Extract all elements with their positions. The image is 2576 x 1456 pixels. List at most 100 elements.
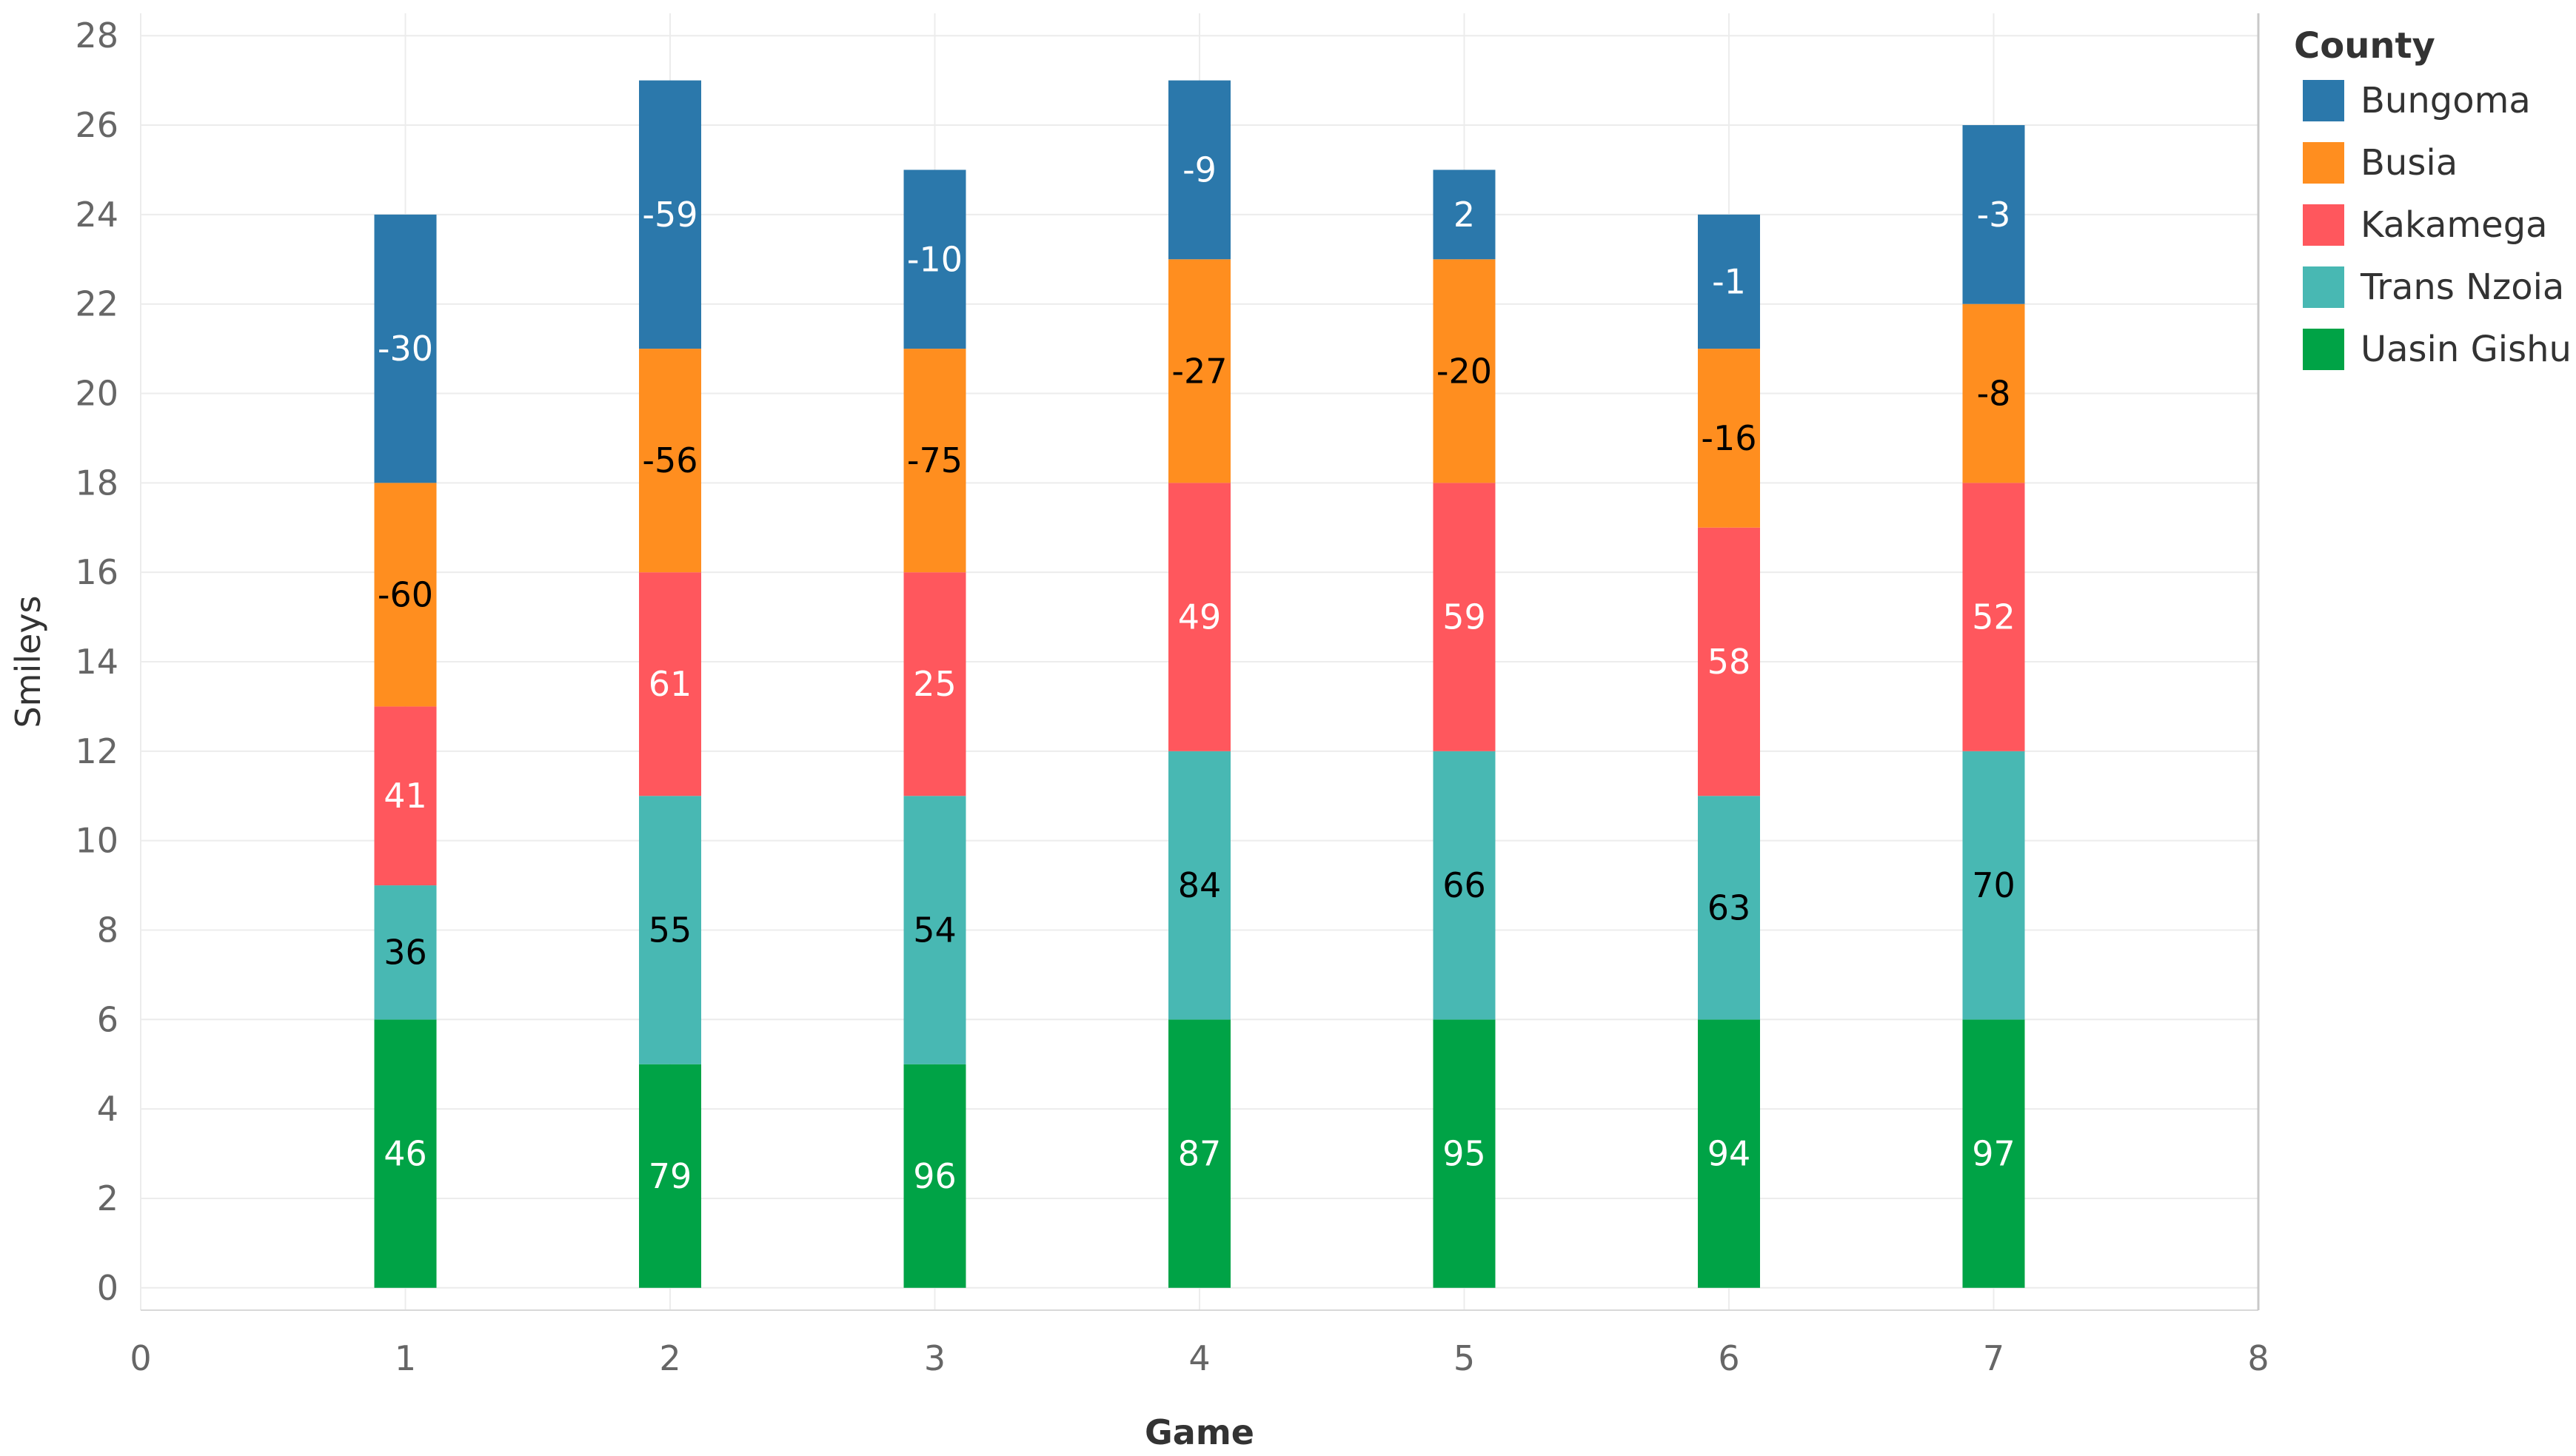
x-tick-label: 7 [1983, 1338, 2004, 1378]
data-label: 79 [649, 1156, 692, 1196]
data-label: 55 [649, 910, 692, 950]
data-label: 36 [384, 933, 427, 973]
y-tick-label: 22 [75, 284, 118, 324]
bar-segment [1168, 483, 1231, 751]
data-label: -75 [907, 440, 963, 480]
bar-segment [639, 349, 701, 573]
legend-label: Trans Nzoia [2360, 266, 2564, 308]
bar-segment [1433, 483, 1496, 751]
x-tick-label: 6 [1718, 1338, 1739, 1378]
legend-swatch [2303, 142, 2344, 184]
y-tick-label: 16 [75, 552, 118, 592]
y-tick-label: 14 [75, 642, 118, 682]
bar-segment [639, 572, 701, 796]
legend-swatch [2303, 329, 2344, 370]
data-label: -60 [378, 574, 433, 614]
bar-segment [903, 170, 966, 349]
x-axis-title: Game [1145, 1412, 1254, 1452]
data-label: -8 [1977, 374, 2011, 414]
bar-segment [1962, 751, 2025, 1020]
legend-label: Kakamega [2361, 204, 2548, 246]
x-tick-label: 5 [1453, 1338, 1475, 1378]
bar-segment [1698, 1019, 1760, 1288]
bar-segment [1433, 751, 1496, 1020]
data-label: -9 [1182, 150, 1217, 189]
bar-segment [639, 1064, 701, 1288]
data-label: 96 [913, 1156, 957, 1196]
bar-segment [1698, 796, 1760, 1020]
data-label: -27 [1171, 351, 1227, 391]
x-tick-label: 2 [659, 1338, 680, 1378]
y-tick-label: 28 [75, 16, 118, 56]
y-tick-label: 2 [97, 1178, 118, 1218]
bar-segment [1962, 125, 2025, 304]
bar-segment [639, 80, 701, 349]
y-tick-label: 4 [97, 1089, 118, 1129]
data-label: 52 [1972, 597, 2015, 637]
data-label: 59 [1442, 597, 1486, 637]
data-label: -20 [1436, 351, 1492, 391]
bar-segment [903, 572, 966, 796]
data-label: 95 [1442, 1134, 1486, 1174]
data-label: -1 [1712, 261, 1746, 301]
data-label: 54 [913, 910, 957, 950]
data-label: -56 [642, 440, 697, 480]
bar-segment [1433, 259, 1496, 483]
data-label: -10 [907, 239, 963, 279]
x-tick-label: 0 [130, 1338, 151, 1378]
data-label: -59 [642, 195, 697, 235]
x-tick-label: 3 [924, 1338, 946, 1378]
bar-segment [903, 349, 966, 573]
y-axis-title: Smileys [8, 595, 48, 728]
data-label: 70 [1972, 865, 2015, 905]
bar-segment [1698, 349, 1760, 528]
bar-segment [1698, 214, 1760, 349]
data-label: 84 [1178, 865, 1222, 905]
legend-title: County [2294, 25, 2435, 67]
legend-label: Busia [2361, 142, 2458, 184]
bar-segment [374, 214, 437, 483]
data-label: 58 [1707, 642, 1751, 682]
data-label: 66 [1442, 865, 1486, 905]
bar-segment [374, 1019, 437, 1288]
bar-segment [1168, 259, 1231, 483]
y-tick-label: 0 [97, 1268, 118, 1308]
bar-segment [1962, 303, 2025, 483]
data-label: 63 [1707, 888, 1751, 927]
data-label: 94 [1707, 1134, 1751, 1174]
y-tick-label: 26 [75, 105, 118, 145]
bar-segment [903, 796, 966, 1064]
bars-layer [374, 80, 2025, 1288]
data-label: 49 [1178, 597, 1222, 637]
y-tick-label: 24 [75, 195, 118, 235]
bar-segment [1168, 1019, 1231, 1288]
bar-segment [374, 483, 437, 707]
bar-segment [1168, 80, 1231, 260]
y-tick-label: 6 [97, 999, 118, 1039]
legend-swatch [2303, 266, 2344, 308]
bar-segment [374, 885, 437, 1020]
x-tick-label: 4 [1188, 1338, 1210, 1378]
x-tick-label: 8 [2247, 1338, 2269, 1378]
bar-segment [374, 706, 437, 886]
y-tick-label: 20 [75, 374, 118, 414]
data-label: 41 [384, 776, 427, 816]
data-label: 87 [1178, 1134, 1222, 1174]
data-label: 61 [649, 664, 692, 704]
bar-segment [903, 1064, 966, 1288]
y-tick-label: 12 [75, 731, 118, 771]
data-label: 2 [1453, 195, 1475, 235]
data-label: -3 [1977, 195, 2011, 235]
y-tick-label: 10 [75, 821, 118, 861]
legend: County Bungoma Busia Kakamega Trans Nzoia Ua… [2294, 25, 2572, 370]
data-label: -16 [1701, 418, 1756, 458]
data-label: -30 [378, 329, 433, 369]
y-tick-label: 8 [97, 910, 118, 950]
legend-label: Uasin Gishu [2361, 329, 2572, 370]
y-tick-label: 18 [75, 463, 118, 503]
data-label: 25 [913, 664, 957, 704]
bar-segment [639, 796, 701, 1064]
bar-segment [1962, 1019, 2025, 1288]
